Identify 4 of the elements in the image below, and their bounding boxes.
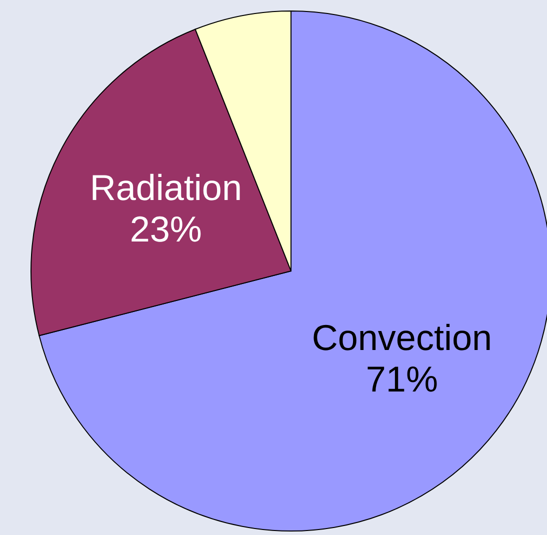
data-label: 71%	[366, 358, 438, 400]
slice-label: Radiation	[90, 167, 242, 208]
slice-label: Convection	[312, 316, 492, 358]
data-label: 23%	[130, 208, 202, 250]
